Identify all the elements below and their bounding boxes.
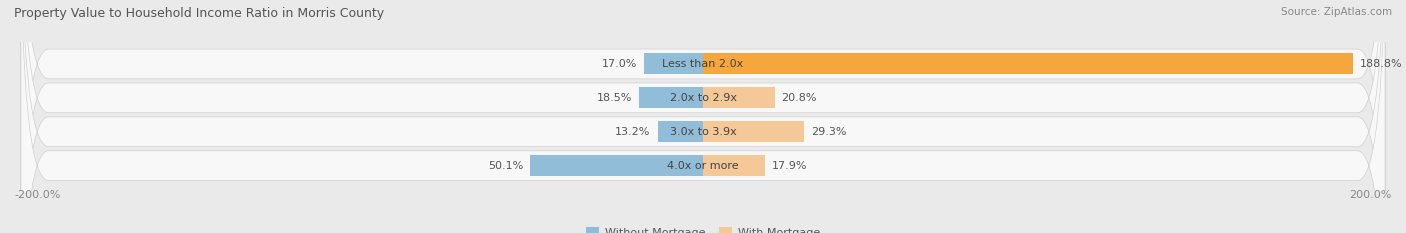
FancyBboxPatch shape (21, 0, 1385, 233)
Text: 3.0x to 3.9x: 3.0x to 3.9x (669, 127, 737, 137)
Text: Property Value to Household Income Ratio in Morris County: Property Value to Household Income Ratio… (14, 7, 384, 20)
Bar (658, 121, 703, 142)
Bar (640, 87, 703, 108)
Text: Less than 2.0x: Less than 2.0x (662, 59, 744, 69)
Text: Source: ZipAtlas.com: Source: ZipAtlas.com (1281, 7, 1392, 17)
Text: 50.1%: 50.1% (488, 161, 523, 171)
Bar (703, 87, 775, 108)
Text: 200.0%: 200.0% (1350, 190, 1392, 200)
FancyBboxPatch shape (21, 0, 1385, 233)
Text: 13.2%: 13.2% (616, 127, 651, 137)
Legend: Without Mortgage, With Mortgage: Without Mortgage, With Mortgage (582, 223, 824, 233)
Text: 29.3%: 29.3% (811, 127, 846, 137)
Text: 2.0x to 2.9x: 2.0x to 2.9x (669, 93, 737, 103)
Text: 4.0x or more: 4.0x or more (668, 161, 738, 171)
FancyBboxPatch shape (21, 0, 1385, 233)
Text: 17.9%: 17.9% (772, 161, 807, 171)
FancyBboxPatch shape (21, 0, 1385, 233)
Bar (530, 155, 703, 176)
Text: 17.0%: 17.0% (602, 59, 637, 69)
Bar (703, 121, 804, 142)
Text: -200.0%: -200.0% (14, 190, 60, 200)
Text: 20.8%: 20.8% (782, 93, 817, 103)
Bar (644, 53, 703, 75)
Text: 18.5%: 18.5% (598, 93, 633, 103)
Bar (703, 53, 1354, 75)
Text: 188.8%: 188.8% (1360, 59, 1403, 69)
Bar (703, 155, 765, 176)
